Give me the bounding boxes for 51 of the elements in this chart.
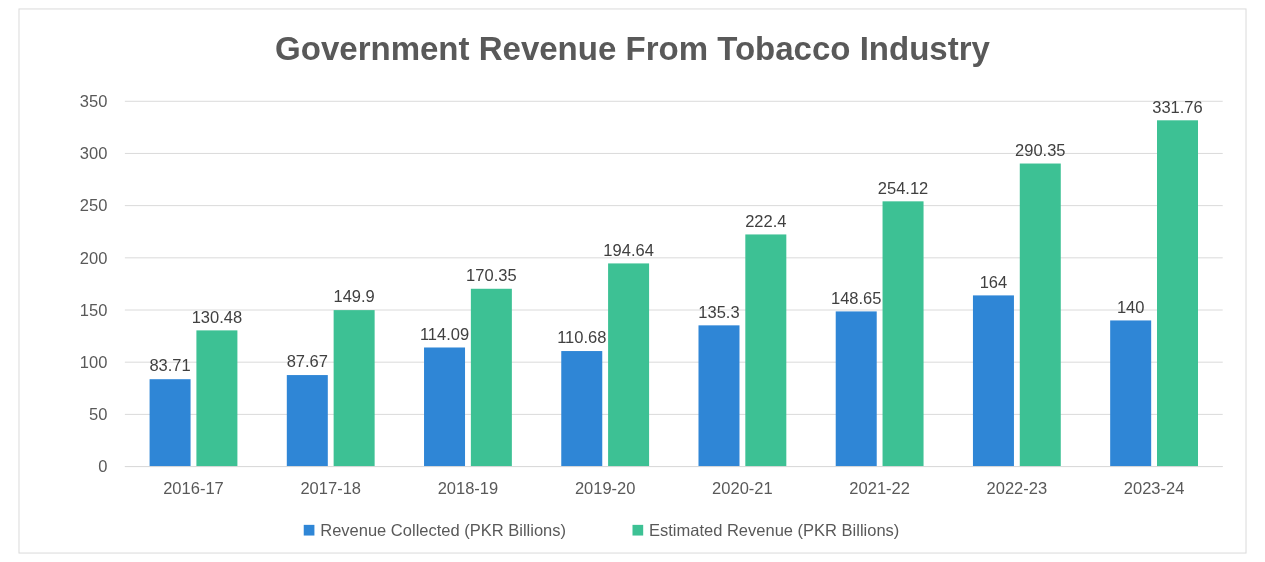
bar [608,263,650,467]
bar [972,295,1014,467]
bar [424,347,466,467]
x-tick-label: 2016-17 [163,478,224,497]
x-tick-label: 2023-24 [1123,478,1185,497]
bar [470,288,512,467]
x-tick-label: 2020-21 [712,478,773,497]
bar [149,379,191,467]
y-tick-label: 150 [79,300,108,319]
data-label: 110.68 [557,328,607,347]
y-tick-label: 0 [98,457,108,476]
chart-title: Government Revenue From Tobacco Industry [275,30,991,68]
y-tick-label: 250 [79,196,108,215]
bar [333,310,375,467]
y-tick-label: 300 [79,144,108,163]
data-label: 148.65 [830,288,882,307]
bar [1019,163,1061,467]
bar [835,311,877,467]
data-label: 83.71 [149,356,191,375]
x-tick-label: 2022-23 [986,478,1048,497]
x-tick-label: 2021-22 [849,478,910,497]
bar [745,234,787,467]
y-tick-label: 350 [79,92,108,111]
data-label: 87.67 [286,352,328,371]
data-label: 130.48 [191,307,243,326]
data-label: 164 [979,272,1008,291]
legend-label: Revenue Collected (PKR Billions) [320,521,567,540]
bar [286,375,328,467]
data-label: 140 [1116,297,1145,316]
y-tick-label: 100 [79,352,108,371]
data-label: 170.35 [466,266,517,284]
data-label: 331.76 [1152,97,1203,116]
data-label: 222.4 [745,211,787,230]
data-label: 254.12 [877,178,929,197]
bar [698,325,740,467]
bar [561,351,603,467]
x-tick-label: 2019-20 [574,478,636,497]
y-tick-label: 200 [79,248,108,267]
x-tick-label: 2017-18 [300,478,361,497]
data-label: 290.35 [1015,140,1066,159]
data-label: 194.64 [603,240,654,259]
legend-label: Estimated Revenue (PKR Billions) [649,521,900,540]
bar [1110,320,1152,467]
data-label: 135.3 [698,302,740,321]
bar [882,201,924,467]
bar [1157,120,1199,467]
data-label: 114.09 [419,324,470,343]
x-tick-label: 2018-19 [437,478,499,497]
data-label: 149.9 [333,287,375,306]
bar [196,330,238,467]
y-tick-label: 50 [89,405,108,424]
